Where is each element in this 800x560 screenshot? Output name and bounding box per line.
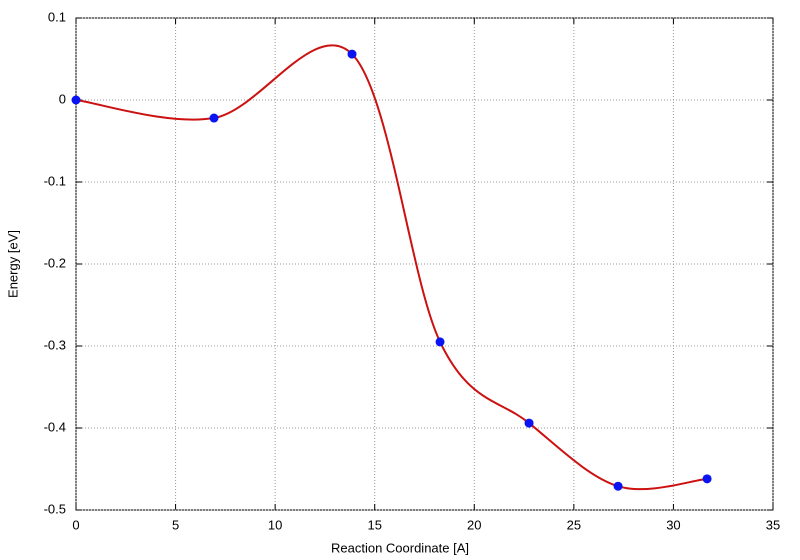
- y-tick-label: 0: [59, 91, 66, 106]
- x-tick-label: 30: [666, 517, 680, 532]
- data-point: [435, 337, 445, 347]
- x-axis-label: Reaction Coordinate [A]: [331, 540, 469, 555]
- x-tick-label: 5: [172, 517, 179, 532]
- y-tick-label: -0.5: [44, 501, 66, 516]
- data-point: [524, 418, 534, 428]
- x-tick-label: 20: [467, 517, 481, 532]
- data-point: [702, 474, 712, 484]
- y-axis-label: Energy [eV]: [5, 230, 20, 298]
- x-tick-label: 35: [766, 517, 780, 532]
- energy-curve: [75, 44, 708, 491]
- x-tick-label: 0: [72, 517, 79, 532]
- y-tick-label: -0.2: [44, 255, 66, 270]
- y-tick-label: -0.1: [44, 173, 66, 188]
- x-tick-label: 15: [367, 517, 381, 532]
- data-point: [347, 49, 357, 59]
- y-tick-label: -0.4: [44, 419, 66, 434]
- y-tick-label: 0.1: [48, 9, 66, 24]
- x-tick-label: 25: [567, 517, 581, 532]
- y-tick-label: -0.3: [44, 337, 66, 352]
- data-point: [71, 95, 81, 105]
- x-tick-label: 10: [268, 517, 282, 532]
- data-point: [209, 113, 219, 123]
- data-point: [613, 481, 623, 491]
